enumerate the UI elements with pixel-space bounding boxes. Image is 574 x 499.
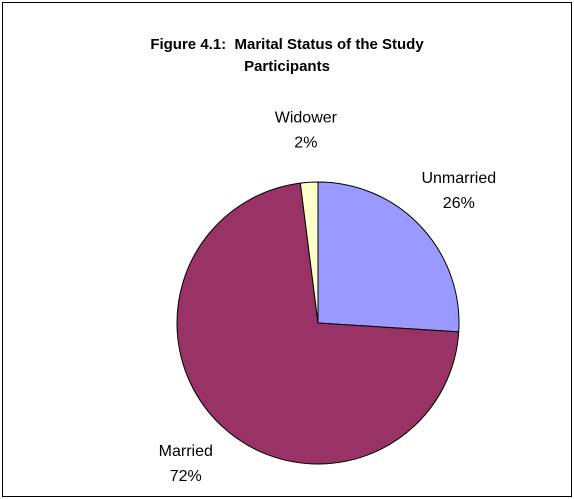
slice-label: Married	[159, 443, 213, 460]
pie-slice	[317, 181, 460, 333]
slice-value-label: 2%	[294, 134, 317, 151]
chart-title: Figure 4.1: Marital Status of the Study …	[150, 36, 428, 75]
pie-slice	[299, 181, 319, 324]
pie-slice	[176, 182, 460, 465]
slice-label: Unmarried	[421, 170, 496, 187]
slice-value-label: 26%	[443, 195, 475, 212]
slice-label: Widower	[275, 109, 338, 126]
slice-value-label: 72%	[170, 468, 202, 485]
